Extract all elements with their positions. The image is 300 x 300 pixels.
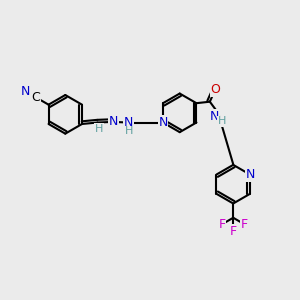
Text: C: C (31, 91, 40, 104)
Text: N: N (210, 110, 219, 123)
Text: N: N (21, 85, 31, 98)
Text: N: N (158, 116, 168, 129)
Text: N: N (124, 116, 134, 129)
Text: H: H (124, 126, 133, 136)
Text: H: H (95, 124, 103, 134)
Text: H: H (218, 116, 226, 126)
Text: O: O (210, 83, 220, 96)
Text: F: F (230, 225, 237, 238)
Text: N: N (245, 168, 255, 181)
Text: N: N (109, 116, 118, 128)
Text: F: F (218, 218, 226, 231)
Text: F: F (241, 218, 248, 231)
